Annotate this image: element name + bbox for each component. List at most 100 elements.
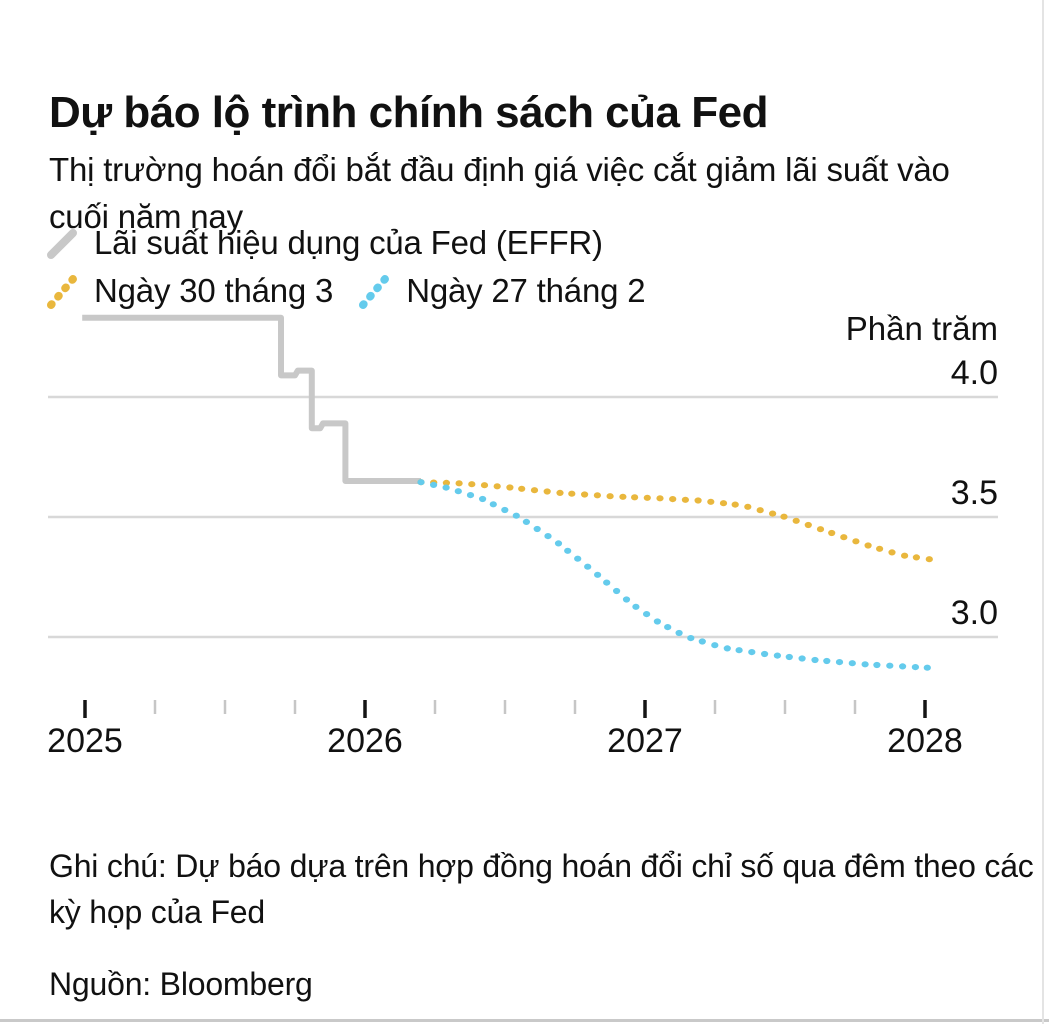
series-forecast-dot <box>731 501 739 508</box>
series-forecast-dot <box>556 489 564 496</box>
series-forecast-dot <box>544 533 552 540</box>
series-forecast-dot <box>698 638 706 645</box>
series-forecast-dot <box>518 485 526 492</box>
bottom-divider <box>0 1019 1049 1022</box>
series-forecast-dot <box>792 517 800 524</box>
series-forecast-dot <box>719 500 728 507</box>
series-forecast-dot <box>873 661 881 669</box>
series-forecast-dot <box>923 664 931 671</box>
series-forecast-dot <box>581 491 589 498</box>
series-forecast-dot <box>756 507 764 514</box>
series-forecast-dot <box>769 510 777 517</box>
series-forecast-dot <box>594 571 602 578</box>
series-forecast-dot <box>886 662 894 669</box>
series-forecast-dot <box>912 554 921 561</box>
series-forecast-dot <box>828 529 836 537</box>
legend-label-feb27: Ngày 27 tháng 2 <box>406 272 646 309</box>
series-forecast-dot <box>744 503 752 510</box>
series-forecast-dot <box>735 647 743 654</box>
legend-item-mar30: Ngày 30 tháng 3 <box>47 272 333 310</box>
x-tick-label: 2028 <box>887 722 963 760</box>
series-forecast-dot <box>840 534 848 541</box>
series-forecast-dot <box>643 494 651 501</box>
legend-label-mar30: Ngày 30 tháng 3 <box>94 272 334 309</box>
series-forecast-dot <box>606 493 614 500</box>
series-forecast-dot <box>489 501 497 508</box>
footnote: Ghi chú: Dự báo dựa trên hợp đồng hoán đ… <box>49 848 1034 930</box>
series-forecast-dot <box>773 652 782 659</box>
series-forecast-dot <box>694 497 702 504</box>
y-tick-label: 3.0 <box>951 594 998 632</box>
series-forecast-dot <box>723 645 731 652</box>
series-forecast-dot <box>835 659 844 666</box>
series-forecast-dot <box>613 587 621 595</box>
legend-row-2: Ngày 30 tháng 3 Ngày 27 tháng 2 <box>47 272 671 310</box>
series-forecast-dot <box>493 483 501 490</box>
series-forecast-dot <box>522 518 531 526</box>
series-forecast-dot <box>876 545 884 552</box>
series-forecast-dot <box>501 506 509 514</box>
series-forecast-dot <box>466 492 475 499</box>
series-forecast-dot <box>864 542 872 549</box>
series-forecast-dot <box>653 618 662 625</box>
series-forecast-dot <box>454 488 462 495</box>
series-forecast-dot <box>687 635 695 642</box>
series-forecast-dot <box>543 488 551 495</box>
series-forecast-dot <box>669 496 677 503</box>
series-forecast-dot <box>512 512 520 519</box>
series-forecast-dot <box>888 549 896 556</box>
series-forecast-dot <box>664 624 672 631</box>
series-forecast-dot <box>574 555 582 562</box>
series-forecast-dot <box>901 552 909 559</box>
series-forecast-dot <box>643 611 651 618</box>
series-forecast-dot <box>603 579 611 586</box>
series-forecast-dot <box>823 657 831 665</box>
series-forecast-dot <box>681 496 690 503</box>
right-divider <box>1042 0 1044 1024</box>
feb27-dotted-swatch-icon <box>359 275 390 309</box>
legend-item-effr: Lãi suất hiệu dụng của Fed (EFFR) <box>47 224 603 262</box>
legend-item-feb27: Ngày 27 tháng 2 <box>359 272 646 310</box>
x-tick-label: 2025 <box>47 722 123 760</box>
legend-label-effr: Lãi suất hiệu dụng của Fed (EFFR) <box>94 224 603 261</box>
y-tick-label: 4.0 <box>951 354 998 392</box>
series-forecast-dot <box>468 481 476 488</box>
x-tick-label: 2027 <box>607 722 683 760</box>
series-forecast-dot <box>925 556 933 563</box>
series-forecast-dot <box>622 596 631 603</box>
series-forecast-dot <box>506 484 514 491</box>
series-effr-line <box>82 314 421 484</box>
legend-row-1: Lãi suất hiệu dụng của Fed (EFFR) <box>47 224 629 262</box>
series-forecast-dot <box>564 547 572 554</box>
chart-title: Dự báo lộ trình chính sách của Fed <box>49 88 768 137</box>
series-forecast-dot <box>848 660 856 667</box>
effr-line-swatch-icon <box>47 229 77 259</box>
mar30-dotted-swatch-icon <box>47 275 77 309</box>
source-label: Nguồn: Bloomberg <box>49 966 313 1002</box>
series-forecast-dot <box>899 663 907 670</box>
series-forecast-dot <box>761 650 769 658</box>
series-forecast-dot <box>533 525 541 533</box>
series-forecast-dot <box>852 538 860 545</box>
series-forecast-dot <box>593 492 602 499</box>
series-forecast-dot <box>816 526 825 533</box>
series-forecast-dot <box>707 498 715 505</box>
series-forecast-dot <box>568 490 576 497</box>
series-forecast-dot <box>479 495 487 503</box>
series-forecast-dot <box>480 482 489 489</box>
series-forecast-dot <box>711 642 719 649</box>
series-forecast-dot <box>619 493 627 500</box>
series-forecast-dot <box>861 661 869 668</box>
series-forecast-dot <box>780 513 788 520</box>
series-forecast-dot <box>804 521 812 529</box>
series-forecast-dot <box>632 603 640 610</box>
series-forecast-dot <box>554 540 563 547</box>
series-forecast-dot <box>748 649 756 656</box>
y-tick-label: 3.5 <box>951 474 998 512</box>
series-forecast-dot <box>631 494 639 501</box>
series-forecast-dot <box>417 479 425 486</box>
series-forecast-dot <box>798 655 806 662</box>
series-forecast-dot <box>430 481 438 488</box>
